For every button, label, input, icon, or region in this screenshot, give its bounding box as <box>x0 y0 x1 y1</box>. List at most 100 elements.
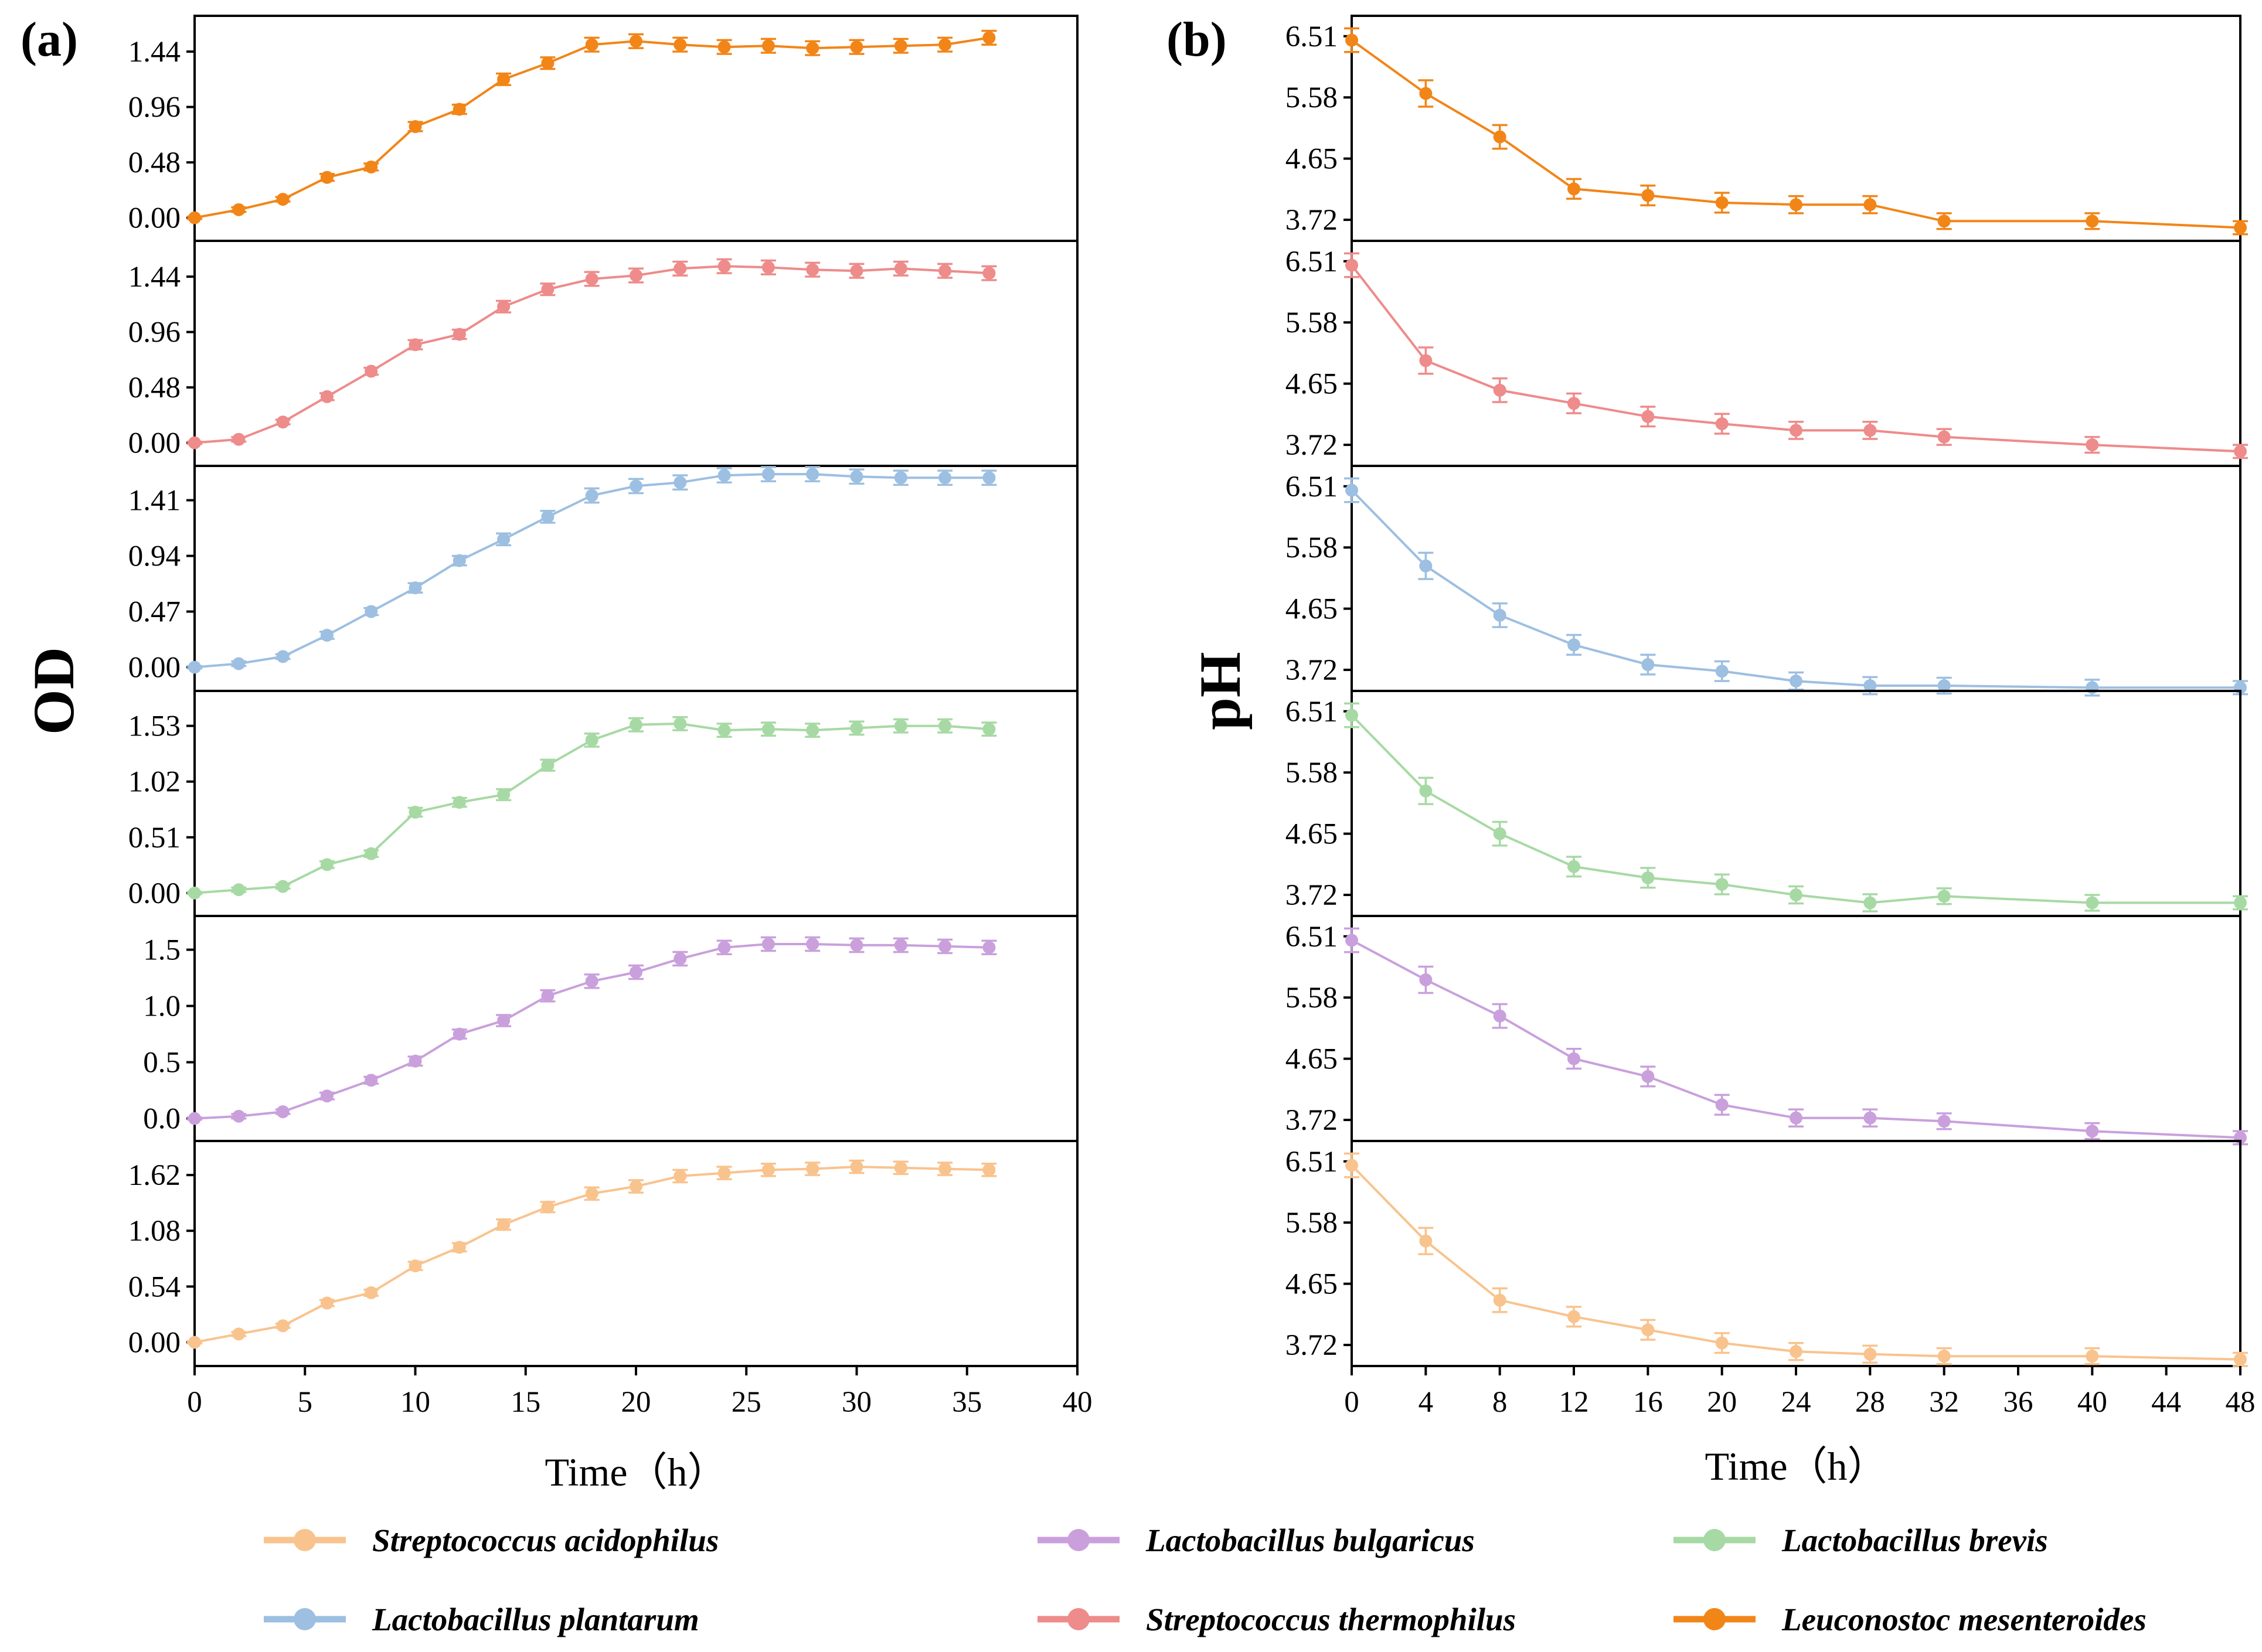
data-point <box>585 489 598 502</box>
y-tick-label: 1.53 <box>128 710 181 743</box>
data-point <box>365 1074 378 1087</box>
data-point <box>1641 1069 1655 1083</box>
y-tick-label: 4.65 <box>1285 818 1338 851</box>
x-tick-label: 36 <box>2004 1386 2033 1419</box>
y-tick-label: 4.65 <box>1285 1268 1338 1301</box>
y-tick-label: 4.65 <box>1285 368 1338 401</box>
legend-swatch-marker <box>1703 1608 1726 1630</box>
data-point <box>2086 438 2099 452</box>
series-line <box>1351 1164 2241 1361</box>
series-line <box>194 943 989 1120</box>
legend-swatch-marker <box>294 1529 316 1551</box>
data-point <box>850 470 863 483</box>
data-point <box>894 262 907 275</box>
y-tick-label: 3.72 <box>1285 204 1338 237</box>
data-point <box>365 847 378 860</box>
data-point <box>541 56 555 70</box>
legend-label: Streptococcus acidophilus <box>372 1522 719 1558</box>
y-tick-label: 0.00 <box>128 652 181 684</box>
data-point <box>1345 1159 1358 1172</box>
data-point <box>1937 214 1951 228</box>
y-tick-label: 6.51 <box>1285 921 1338 953</box>
data-point <box>497 73 511 86</box>
y-tick-label: 1.44 <box>128 36 181 69</box>
subplot-1-4: 3.72 4.65 5.58 6.51 <box>1285 915 2248 1146</box>
data-point <box>894 39 907 53</box>
data-point <box>1419 784 1433 798</box>
x-axis-title: Time（h） <box>1705 1444 1887 1488</box>
y-tick-label: 5.58 <box>1285 81 1338 114</box>
data-point <box>1937 890 1951 903</box>
data-point <box>1567 182 1580 196</box>
series-line <box>194 36 989 219</box>
data-point <box>1567 860 1580 873</box>
x-tick-label: 44 <box>2151 1386 2181 1419</box>
data-point <box>1493 383 1506 397</box>
x-tick-label: 4 <box>1419 1386 1434 1419</box>
data-point <box>1790 198 1802 212</box>
y-tick-label: 1.0 <box>143 990 181 1023</box>
data-point <box>585 1187 598 1200</box>
data-point <box>320 171 334 184</box>
legend-swatch-marker <box>1067 1608 1090 1630</box>
y-tick-label: 0.00 <box>128 202 181 235</box>
data-point <box>1345 258 1358 272</box>
data-point <box>276 1319 290 1333</box>
panel-label: (a) <box>21 12 78 67</box>
data-point <box>630 1180 642 1193</box>
data-point <box>630 35 642 48</box>
data-point <box>1493 1009 1506 1023</box>
data-point <box>2234 445 2247 458</box>
data-point <box>850 40 863 54</box>
subplot-0-2: 0.00 0.47 0.94 1.41 <box>128 465 1079 692</box>
data-point <box>232 203 246 216</box>
x-tick-label: 32 <box>1929 1386 1959 1419</box>
data-point <box>850 721 863 735</box>
data-point <box>1567 1310 1580 1323</box>
data-point <box>1641 189 1655 202</box>
data-point <box>1493 608 1506 622</box>
data-point <box>1937 430 1951 444</box>
data-point <box>409 338 422 352</box>
data-point <box>894 719 907 733</box>
data-point <box>982 941 996 954</box>
y-tick-label: 0.96 <box>128 316 181 349</box>
data-point <box>541 1200 555 1214</box>
data-point <box>1419 1234 1433 1248</box>
series-line <box>1351 714 2240 904</box>
data-point <box>938 719 952 733</box>
x-tick-label: 40 <box>1063 1386 1093 1419</box>
data-point <box>453 1027 466 1041</box>
legend-swatch-marker <box>1703 1529 1726 1551</box>
x-tick-label: 16 <box>1633 1386 1663 1419</box>
y-tick-label: 1.08 <box>128 1215 181 1248</box>
y-tick-label: 6.51 <box>1285 696 1338 728</box>
data-point <box>2086 681 2099 694</box>
data-point <box>320 858 334 871</box>
x-tick-label: 12 <box>1559 1386 1589 1419</box>
x-tick-label: 10 <box>400 1386 430 1419</box>
data-point <box>320 1296 334 1310</box>
x-tick-label: 28 <box>1855 1386 1885 1419</box>
data-point <box>1863 424 1877 437</box>
data-point <box>938 1162 952 1176</box>
data-point <box>232 1327 246 1341</box>
y-tick-label: 0.0 <box>143 1103 181 1136</box>
y-tick-label: 3.72 <box>1285 1104 1338 1137</box>
subplot-1-1: 3.72 4.65 5.58 6.51 <box>1285 240 2248 467</box>
y-tick-label: 0.54 <box>128 1270 181 1303</box>
subplot-1-0: 3.72 4.65 5.58 6.51 <box>1285 15 2248 242</box>
data-point <box>938 264 952 278</box>
data-point <box>2234 896 2247 910</box>
data-point <box>1567 638 1580 652</box>
data-point <box>1641 658 1655 672</box>
data-point <box>188 1112 201 1125</box>
legend-swatch-marker <box>294 1608 316 1630</box>
x-tick-label: 20 <box>621 1386 651 1419</box>
data-point <box>761 39 775 53</box>
data-point <box>717 40 731 54</box>
legend-item: Lactobacillus plantarum <box>264 1602 699 1637</box>
data-point <box>630 479 642 493</box>
data-point <box>1937 679 1951 693</box>
legend-swatch-marker <box>1067 1529 1090 1551</box>
